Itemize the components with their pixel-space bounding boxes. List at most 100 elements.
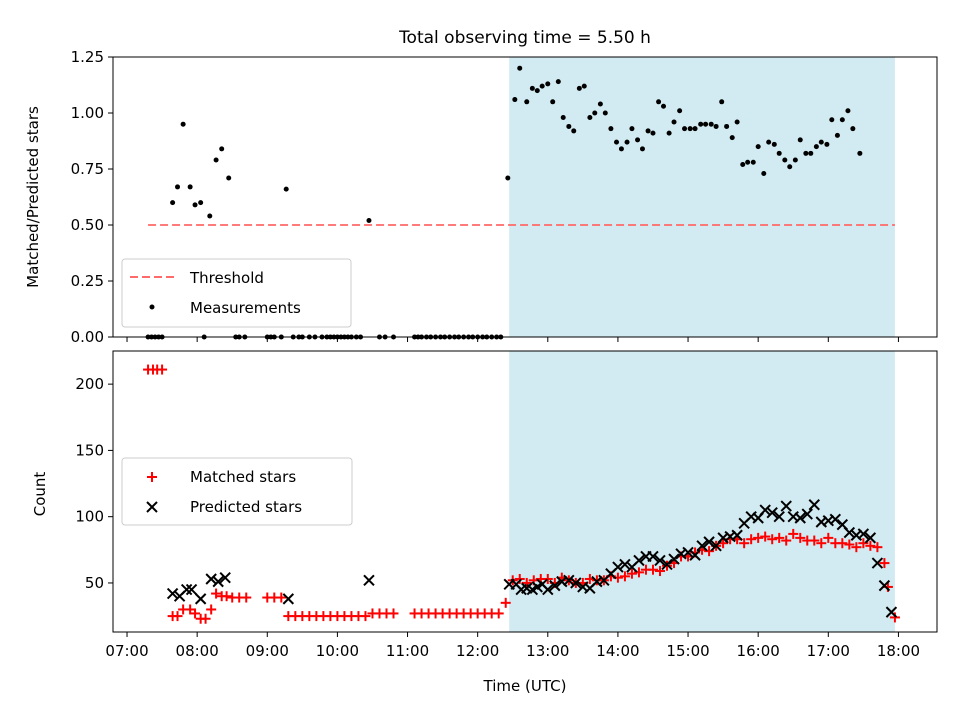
- predicted-star-marker: [780, 500, 792, 512]
- measurement-point: [180, 121, 186, 127]
- matched-star-marker: [889, 612, 900, 623]
- measurement-point: [734, 119, 740, 125]
- measurement-point: [226, 175, 232, 181]
- bottom-y-ticks: 50 100 150 200: [75, 375, 113, 592]
- measurement-point: [818, 139, 824, 145]
- x-tick-label: 16:00: [737, 642, 780, 660]
- measurement-point: [213, 157, 219, 163]
- matched-star-marker: [500, 597, 511, 608]
- measurement-point: [682, 126, 688, 132]
- measurement-point: [618, 146, 624, 152]
- y-tick-label: 50: [85, 574, 104, 592]
- matched-star-marker: [157, 364, 168, 375]
- matched-star-marker: [851, 542, 862, 553]
- measurement-point: [597, 101, 603, 107]
- matched-star-marker: [514, 573, 525, 584]
- predicted-star-marker: [696, 540, 708, 552]
- bottom-y-axis-label: Count: [31, 472, 49, 517]
- matched-star-marker: [172, 611, 183, 622]
- predicted-star-marker: [885, 606, 898, 618]
- measurement-point: [745, 159, 751, 165]
- top-chart-title: Total observing time = 5.50 h: [398, 28, 651, 48]
- x-tick-label: 10:00: [316, 642, 359, 660]
- measurement-point: [529, 85, 535, 91]
- measurement-point: [698, 121, 704, 127]
- legend-measurements-swatch: [149, 304, 155, 310]
- measurement-point: [666, 130, 672, 136]
- measurement-point: [614, 139, 620, 145]
- bottom-legend-box: [121, 457, 353, 526]
- measurement-point: [813, 144, 819, 150]
- predicted-star-marker: [801, 508, 813, 520]
- x-tick-label: 18:00: [877, 642, 920, 660]
- legend-predicted-swatch: [146, 501, 158, 513]
- matched-star-marker: [211, 588, 222, 599]
- predicted-star-marker: [731, 529, 743, 541]
- predicted-star-marker: [570, 577, 582, 589]
- measurement-point: [550, 99, 556, 105]
- measurement-point: [608, 126, 614, 132]
- x-axis-label: Time (UTC): [483, 677, 567, 695]
- measurement-point: [639, 146, 645, 152]
- measurement-point: [803, 150, 809, 156]
- y-tick-label: 0.75: [71, 160, 104, 178]
- legend-measurements-label: Measurements: [190, 299, 301, 317]
- measurement-point: [834, 132, 840, 138]
- measurement-point: [808, 150, 814, 156]
- measurement-point: [366, 218, 372, 224]
- top-panel: 0.00 0.25 0.50 0.75 1.00 1.25 Matched/Predict…: [24, 48, 938, 346]
- measurement-point: [517, 65, 523, 71]
- measurement-point: [692, 126, 698, 132]
- predicted-star-marker: [205, 573, 217, 585]
- measurement-point: [198, 200, 204, 206]
- measurement-point: [539, 83, 545, 89]
- x-tick-label: 12:00: [456, 642, 499, 660]
- measurement-point: [581, 83, 587, 89]
- measurement-point: [771, 141, 777, 147]
- x-tick-label: 17:00: [807, 642, 850, 660]
- predicted-star-marker: [843, 526, 856, 539]
- measurement-point: [661, 103, 667, 109]
- predicted-star-marker: [703, 536, 715, 548]
- predicted-star-marker: [619, 558, 631, 571]
- measurement-point: [792, 157, 798, 163]
- predicted-star-marker: [612, 561, 624, 573]
- predicted-star-marker: [689, 549, 701, 561]
- matched-star-marker: [837, 538, 848, 549]
- predicted-star-marker: [282, 593, 295, 605]
- measurement-point: [175, 184, 181, 190]
- measurement-point: [850, 126, 856, 132]
- matched-star-marker: [809, 535, 820, 546]
- matched-star-marker: [493, 608, 504, 619]
- measurement-point: [505, 175, 511, 181]
- bottom-axes-frame: [112, 350, 938, 633]
- measurement-point: [755, 144, 761, 150]
- predicted-star-marker: [857, 528, 870, 540]
- measurement-point: [729, 135, 735, 141]
- measurement-point: [602, 110, 608, 116]
- predicted-star-marker: [808, 499, 820, 511]
- matched-star-marker: [626, 568, 637, 579]
- measurement-point: [645, 128, 651, 134]
- legend-matched-label: Matched stars: [190, 468, 296, 486]
- measurement-point: [787, 164, 793, 170]
- predicted-star-marker: [166, 587, 179, 600]
- y-tick-label: 1.25: [71, 48, 104, 66]
- measurement-point: [192, 202, 198, 208]
- legend-threshold-label: Threshold: [189, 269, 264, 287]
- predicted-star-marker: [542, 583, 554, 596]
- measurement-point: [576, 85, 582, 91]
- matched-star-marker: [190, 608, 201, 619]
- predicted-star-marker: [654, 554, 666, 567]
- measurement-point: [845, 108, 851, 114]
- matched-star-marker: [788, 528, 799, 539]
- measurement-point: [713, 123, 719, 129]
- predicted-star-marker: [647, 550, 659, 563]
- measurement-point: [545, 81, 551, 87]
- top-y-axis-label: Matched/Predicted stars: [24, 106, 42, 288]
- x-tick-label: 07:00: [105, 642, 148, 660]
- y-tick-label: 1.00: [71, 104, 104, 122]
- predicted-star-marker: [563, 574, 575, 587]
- measurement-point: [629, 126, 635, 132]
